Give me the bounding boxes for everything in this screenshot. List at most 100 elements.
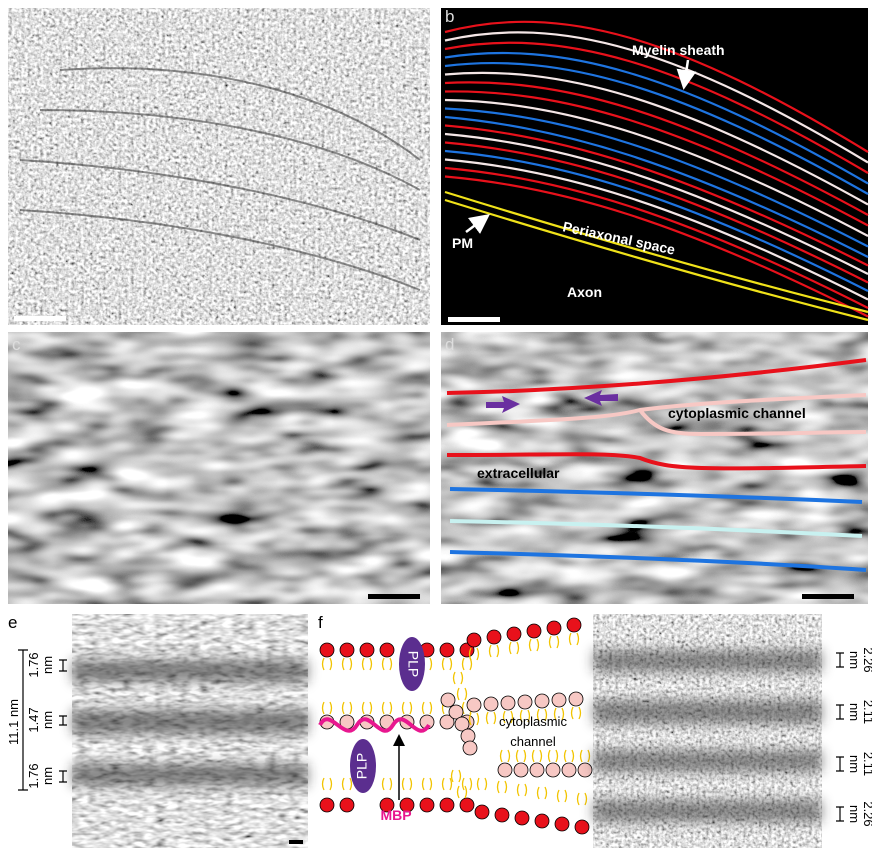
panel-label: f [318,613,323,632]
dimension-label: 2.11 [861,700,872,724]
lipid-tail [423,778,432,790]
lipid-tail [570,633,579,645]
lipid-head [535,694,549,708]
annotation: Axon [567,284,602,300]
lipid-tail [565,750,574,762]
dimension-label: 1.76 [26,763,41,788]
lipid-tail [517,750,526,762]
panel-b: b Myelin sheath PM Periaxonal space Axon [441,7,868,325]
annotation: Myelin sheath [632,42,725,58]
lipid-head [487,630,501,644]
lipid-head [562,763,576,777]
lipid-head [460,798,474,812]
lipid-tail [323,658,332,670]
dimension-label: nm [847,805,862,823]
lipid-tail [538,787,547,799]
lipid-tail [530,639,539,651]
lipid-tail [518,784,527,796]
lipid-tail [501,750,510,762]
lipid-tail [533,750,542,762]
lipid-head [495,808,509,822]
lipid-tail [343,778,352,790]
dimension-label: nm [847,755,862,773]
lipid-tail [498,781,507,793]
scale-bar [14,316,66,321]
lipid-head [546,763,560,777]
panel-label: b [445,7,454,26]
lipid-head [360,643,374,657]
lipid-tail [458,786,467,798]
lipid-head [514,763,528,777]
lipid-head [441,693,455,707]
scale-bar [448,317,500,322]
lipid-tail [510,642,519,654]
dimension-label: 1.76 [26,652,41,677]
lipid-head [552,693,566,707]
bracket [836,705,844,719]
dimension-label: 1.47 [26,707,41,732]
bracket [836,757,844,771]
lipid-head [515,811,529,825]
lipid-head [578,763,592,777]
lipid-tail [549,750,558,762]
lipid-head [320,643,334,657]
lipid-head [530,763,544,777]
lipid-head [320,798,334,812]
lipid-tail [423,702,432,714]
lipid-head [501,696,515,710]
panel-label: g [597,617,606,636]
annotation: extracellular [477,465,560,481]
lipid-tail [343,658,352,670]
lipid-head [440,643,454,657]
panel-label: c [12,335,21,354]
panel-a: a [8,7,430,325]
lipid-tail [323,778,332,790]
lipid-head [340,643,354,657]
lipid-head [547,621,561,635]
lipid-head [463,741,477,755]
lipid-tail [550,636,559,648]
lipid-tail [490,645,499,657]
lipid-tail [383,658,392,670]
panel-label: d [445,335,454,354]
lipid-head [475,805,489,819]
lipid-head [420,798,434,812]
dimension-label: 2.26 [861,647,872,672]
lipid-head [340,798,354,812]
lipid-head [440,798,454,812]
micrograph [8,8,430,325]
annotation: cytoplasmic channel [668,405,806,421]
dimension-label: nm [40,767,55,785]
lipid-head [518,695,532,709]
lipid-head [498,763,512,777]
lipid-head [507,627,521,641]
scale-bar [802,594,854,599]
dimension-label: 11.1 nm [6,699,21,745]
scale-bar [289,840,303,844]
lipid-tail [463,658,472,670]
dimension-label: 2.11 [861,752,872,776]
lipid-head [535,814,549,828]
panel-d: cytoplasmic channel extracellular d [441,332,868,604]
protein-label: PLP [405,651,421,677]
micrograph [8,332,430,604]
lipid-tail [363,702,372,714]
lipid-head [467,698,481,712]
dimension-label: nm [40,656,55,674]
lipid-tail [443,658,452,670]
lipid-tail [443,778,452,790]
lipid-tail [403,778,412,790]
lipid-tail [458,688,467,700]
annotation: PM [452,235,473,251]
annotation: cytoplasmic [499,714,567,729]
panel-c: c [8,332,430,604]
lipid-head [555,817,569,831]
lipid-head [484,697,498,711]
density-bands [72,660,308,786]
lipid-tail [578,793,587,805]
dimension-label: 2.26 [861,801,872,826]
lipid-tail [572,707,581,719]
panel-f: f PLP PLP MBP cytoplasmic channel [318,613,592,834]
lipid-tail [581,750,590,762]
lipid-head [569,692,583,706]
